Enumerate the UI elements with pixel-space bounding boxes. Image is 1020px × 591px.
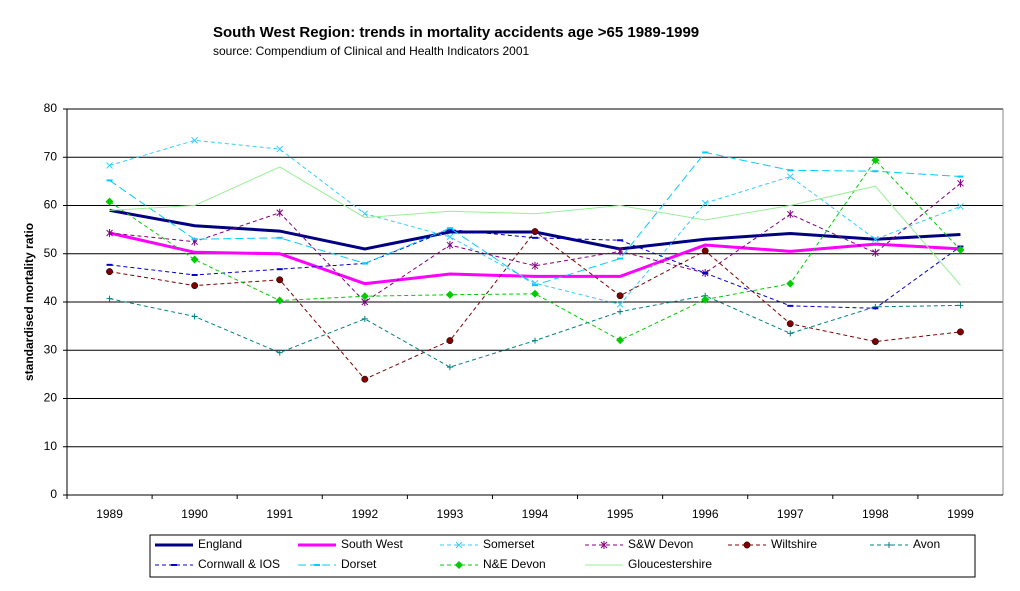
chart-subtitle: source: Compendium of Clinical and Healt…: [213, 44, 529, 58]
marker: [786, 279, 795, 288]
y-tick-label: 10: [44, 439, 58, 453]
legend-label: S&W Devon: [628, 537, 693, 551]
marker: [532, 337, 538, 344]
marker: [106, 268, 113, 276]
marker: [957, 203, 964, 210]
marker: [446, 233, 454, 241]
marker: [446, 364, 453, 371]
y-axis-label: standardised mortality ratio: [22, 223, 36, 381]
marker: [106, 295, 113, 302]
marker: [957, 302, 964, 309]
marker: [616, 336, 625, 345]
legend-box: [149, 534, 976, 578]
series-line: [109, 166, 961, 286]
marker: [616, 301, 624, 308]
legend-label: Dorset: [341, 557, 377, 571]
x-tick-label: 1989: [96, 507, 123, 521]
marker: [701, 199, 709, 207]
marker: [106, 162, 113, 169]
chart-title: South West Region: trends in mortality a…: [213, 24, 699, 41]
marker: [956, 245, 965, 254]
marker: [446, 337, 454, 345]
marker: [445, 290, 454, 299]
marker: [786, 210, 794, 219]
marker: [786, 320, 794, 328]
legend-label: Avon: [913, 537, 940, 551]
marker: [872, 235, 879, 243]
marker: [446, 241, 454, 250]
marker: [701, 295, 710, 304]
y-tick-label: 30: [44, 342, 58, 356]
marker: [616, 247, 624, 256]
x-tick-label: 1995: [607, 507, 634, 521]
x-tick-label: 1990: [181, 507, 208, 521]
marker: [361, 210, 369, 218]
y-tick-label: 60: [44, 198, 58, 212]
marker: [191, 137, 198, 144]
y-tick-label: 50: [44, 246, 58, 260]
marker: [871, 156, 880, 165]
marker: [106, 229, 113, 238]
marker: [871, 338, 879, 346]
legend-label: N&E Devon: [483, 557, 546, 571]
legend-label: England: [198, 537, 242, 551]
marker: [531, 228, 539, 236]
series-line: [109, 231, 961, 286]
x-tick-label: 1994: [522, 507, 549, 521]
marker: [600, 541, 608, 549]
x-tick-label: 1996: [692, 507, 719, 521]
marker: [617, 308, 624, 315]
marker: [360, 292, 369, 301]
marker: [786, 173, 794, 180]
x-tick-label: 1998: [862, 507, 889, 521]
marker: [455, 541, 463, 549]
marker: [191, 282, 199, 290]
x-tick-label: 1999: [947, 507, 974, 521]
legend-label: Wiltshire: [771, 537, 817, 551]
marker: [743, 541, 751, 549]
y-tick-label: 80: [44, 101, 58, 115]
marker: [531, 261, 539, 270]
marker: [276, 349, 283, 356]
legend-label: Gloucestershire: [628, 557, 712, 571]
marker: [886, 542, 892, 548]
y-tick-label: 20: [44, 391, 58, 405]
legend-label: South West: [341, 537, 403, 551]
marker: [361, 315, 368, 322]
x-tick-label: 1993: [437, 507, 464, 521]
y-tick-label: 40: [44, 294, 58, 308]
legend-label: Cornwall & IOS: [198, 557, 280, 571]
marker: [276, 276, 284, 284]
series-line: [109, 229, 961, 309]
marker: [957, 328, 964, 336]
marker: [787, 330, 794, 337]
marker: [872, 248, 879, 257]
marker: [275, 296, 284, 305]
marker: [957, 179, 964, 188]
marker: [276, 145, 284, 153]
marker: [531, 289, 539, 298]
marker: [455, 561, 463, 569]
legend-label: Somerset: [483, 537, 535, 551]
x-tick-label: 1992: [351, 507, 378, 521]
marker: [191, 313, 198, 320]
marker: [361, 375, 369, 383]
y-tick-label: 0: [50, 487, 57, 501]
marker: [616, 292, 624, 300]
x-tick-label: 1997: [777, 507, 804, 521]
marker: [276, 208, 284, 217]
marker: [701, 247, 709, 255]
series-line: [109, 159, 961, 341]
x-tick-label: 1991: [266, 507, 293, 521]
y-tick-label: 70: [44, 149, 58, 163]
marker: [190, 255, 199, 264]
marker: [105, 197, 114, 206]
